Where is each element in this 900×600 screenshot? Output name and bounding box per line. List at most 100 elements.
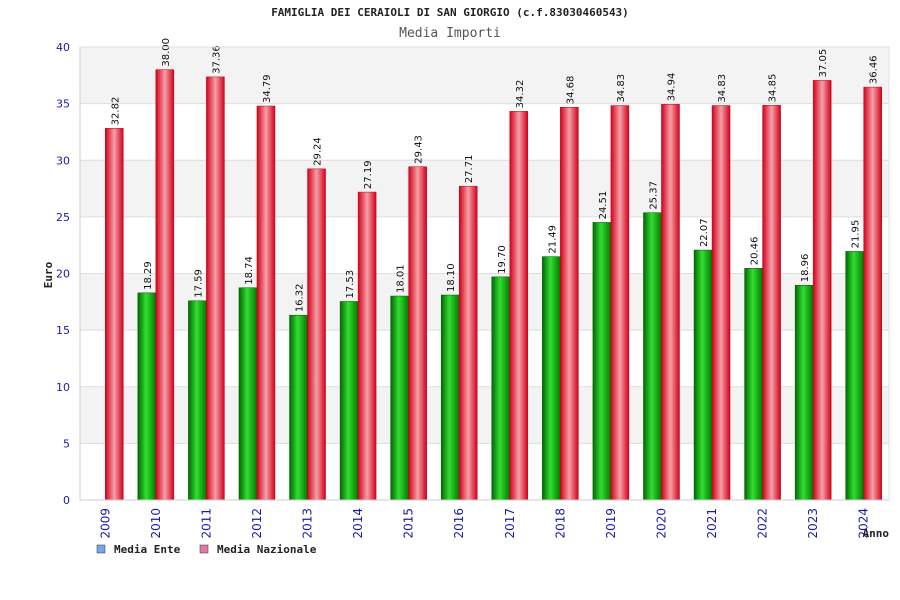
data-label: 21.49 bbox=[547, 225, 558, 254]
bar-media-nazionale bbox=[610, 105, 630, 501]
chart-text: FAMIGLIA DEI CERAIOLI DI SAN GIORGIO (c.… bbox=[42, 6, 889, 540]
bar-media-nazionale bbox=[155, 69, 175, 501]
bar-media-ente bbox=[289, 314, 308, 501]
bar-media-nazionale bbox=[458, 185, 478, 501]
bar-media-nazionale bbox=[408, 166, 427, 501]
bar-media-ente bbox=[592, 222, 612, 501]
data-label: 18.01 bbox=[396, 264, 407, 293]
bar-media-nazionale bbox=[307, 168, 326, 501]
bar-media-ente bbox=[440, 294, 460, 501]
bar-media-nazionale bbox=[509, 111, 529, 501]
bar-media-ente bbox=[137, 292, 157, 501]
data-label: 34.85 bbox=[768, 74, 779, 103]
bar-media-ente bbox=[845, 251, 864, 501]
y-tick-label: 25 bbox=[56, 211, 70, 224]
data-label: 34.68 bbox=[565, 76, 576, 105]
x-tick-label: 2015 bbox=[402, 508, 416, 539]
data-label: 34.32 bbox=[515, 80, 526, 109]
x-tick-label: 2024 bbox=[857, 508, 871, 539]
data-label: 18.96 bbox=[800, 254, 811, 283]
x-tick-label: 2011 bbox=[199, 508, 213, 539]
data-label: 29.24 bbox=[313, 137, 324, 166]
x-tick-label: 2019 bbox=[604, 508, 618, 539]
x-tick-label: 2017 bbox=[503, 508, 517, 539]
y-tick-label: 15 bbox=[56, 324, 70, 337]
x-tick-label: 2021 bbox=[705, 508, 719, 539]
data-label: 20.46 bbox=[750, 237, 761, 266]
axes: 0 5 10 15 20 25 30 35 40 2009 2010 2011 2012 2013 2014… bbox=[56, 41, 890, 539]
bar-media-nazionale bbox=[206, 76, 225, 501]
y-tick-label: 20 bbox=[56, 268, 70, 281]
bar-media-ente bbox=[744, 268, 763, 501]
x-tick-label: 2020 bbox=[654, 508, 668, 539]
bar-media-ente bbox=[794, 285, 814, 501]
x-tick-label: 2016 bbox=[452, 508, 466, 539]
bar-media-ente bbox=[390, 295, 409, 501]
y-tick-label: 5 bbox=[63, 437, 70, 450]
x-tick-label: 2009 bbox=[98, 508, 112, 539]
x-tick-label: 2023 bbox=[806, 508, 820, 539]
data-label: 18.74 bbox=[244, 256, 255, 285]
bar-media-nazionale bbox=[560, 106, 579, 501]
bar-media-nazionale bbox=[256, 105, 276, 501]
y-tick-label: 35 bbox=[56, 98, 70, 111]
bar-media-nazionale bbox=[762, 105, 781, 501]
bar-media-nazionale bbox=[812, 80, 832, 501]
data-label: 36.46 bbox=[869, 55, 880, 84]
data-label: 29.43 bbox=[414, 135, 425, 164]
data-label: 27.19 bbox=[363, 160, 374, 189]
bar-media-ente bbox=[693, 249, 713, 501]
bar-media-nazionale bbox=[357, 191, 377, 501]
data-label: 19.70 bbox=[497, 245, 508, 274]
x-tick-label: 2022 bbox=[756, 508, 770, 539]
y-axis-label: Euro bbox=[42, 261, 55, 288]
bar-media-nazionale bbox=[863, 86, 882, 501]
data-label: 21.95 bbox=[851, 220, 862, 249]
data-label: 37.05 bbox=[818, 49, 829, 78]
legend-label: Media Nazionale bbox=[217, 543, 317, 556]
x-tick-label: 2012 bbox=[250, 508, 264, 539]
data-label: 25.37 bbox=[648, 181, 659, 210]
bar-media-ente bbox=[643, 212, 662, 501]
data-label: 17.59 bbox=[193, 269, 204, 298]
data-label: 16.32 bbox=[295, 284, 306, 313]
y-tick-label: 10 bbox=[56, 381, 70, 394]
data-labels: 32.82 18.29 38.00 17.59 37.36 18.74 34.79 16.32… bbox=[110, 38, 879, 312]
data-label: 24.51 bbox=[598, 191, 609, 220]
legend-label: Media Ente bbox=[114, 543, 181, 556]
data-label: 34.83 bbox=[616, 74, 627, 103]
data-label: 34.83 bbox=[717, 74, 728, 103]
data-label: 34.94 bbox=[666, 73, 677, 102]
data-label: 18.29 bbox=[143, 261, 154, 290]
legend-swatch bbox=[96, 544, 106, 554]
bar-media-ente bbox=[188, 300, 207, 501]
bar-media-ente bbox=[542, 256, 561, 501]
bars bbox=[105, 69, 882, 501]
chart-title: FAMIGLIA DEI CERAIOLI DI SAN GIORGIO (c.… bbox=[271, 6, 629, 19]
chart-subtitle: Media Importi bbox=[399, 26, 501, 41]
y-tick-label: 0 bbox=[63, 494, 70, 507]
data-label: 32.82 bbox=[110, 97, 121, 126]
bar-media-ente bbox=[491, 276, 511, 501]
x-tick-label: 2014 bbox=[351, 508, 365, 539]
data-label: 34.79 bbox=[262, 74, 273, 103]
legend: Media Ente Media Nazionale bbox=[96, 543, 317, 556]
data-label: 22.07 bbox=[699, 218, 710, 247]
bar-media-ente bbox=[238, 287, 258, 501]
data-label: 17.53 bbox=[345, 270, 356, 299]
x-tick-label: 2010 bbox=[149, 508, 163, 539]
y-tick-label: 40 bbox=[56, 41, 70, 54]
data-label: 27.71 bbox=[464, 155, 475, 184]
data-label: 37.36 bbox=[211, 45, 222, 74]
data-label: 38.00 bbox=[161, 38, 172, 67]
bar-media-nazionale bbox=[105, 128, 124, 501]
bar-media-ente bbox=[339, 301, 359, 501]
y-tick-label: 30 bbox=[56, 154, 70, 167]
x-tick-label: 2018 bbox=[553, 508, 567, 539]
legend-swatch bbox=[199, 544, 209, 554]
bar-media-nazionale bbox=[711, 105, 731, 501]
bar-media-nazionale bbox=[661, 104, 680, 501]
data-label: 18.10 bbox=[446, 263, 457, 292]
x-axis-label: Anno bbox=[863, 527, 890, 540]
